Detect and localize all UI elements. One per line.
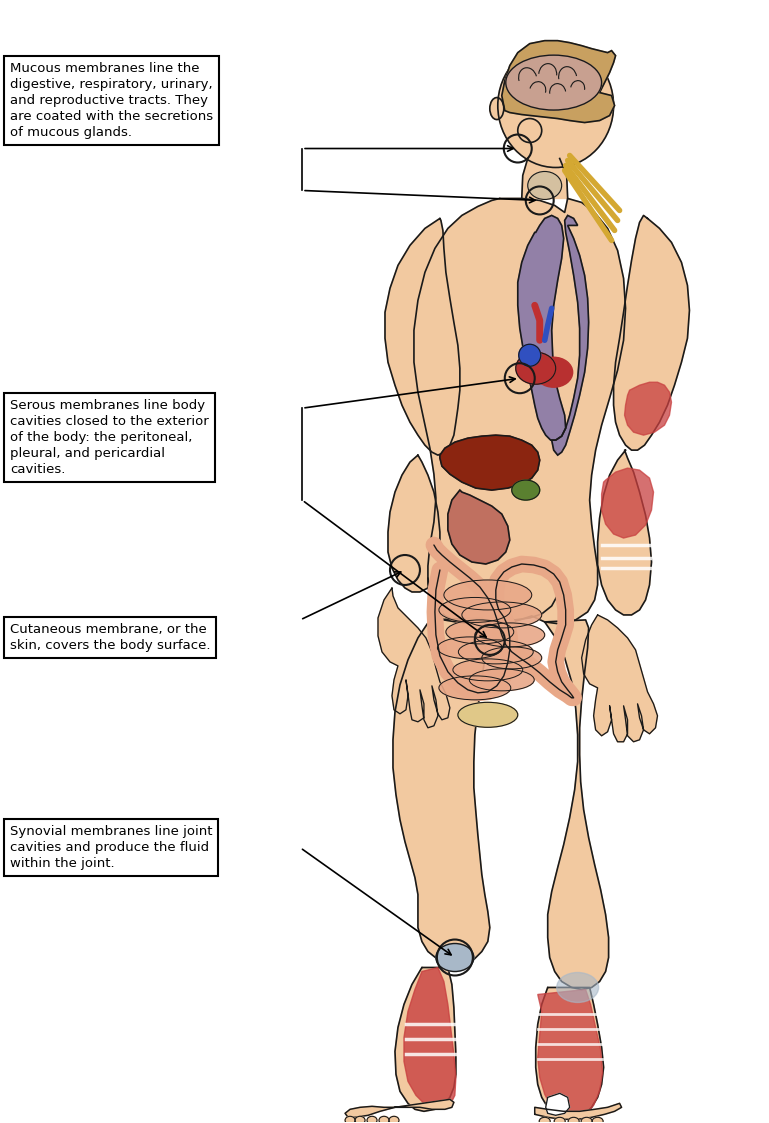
Polygon shape [538, 989, 603, 1117]
Polygon shape [440, 435, 540, 490]
Ellipse shape [444, 579, 531, 610]
Ellipse shape [498, 44, 614, 167]
Ellipse shape [482, 647, 541, 669]
Ellipse shape [516, 353, 556, 384]
Ellipse shape [379, 1116, 389, 1123]
Text: Mucous membranes line the
digestive, respiratory, urinary,
and reproductive trac: Mucous membranes line the digestive, res… [10, 63, 213, 139]
Ellipse shape [512, 481, 540, 500]
Ellipse shape [490, 98, 504, 119]
Ellipse shape [592, 1117, 603, 1123]
Ellipse shape [453, 659, 523, 681]
Polygon shape [414, 199, 625, 628]
Ellipse shape [554, 1117, 565, 1123]
Ellipse shape [519, 345, 541, 366]
Polygon shape [404, 968, 456, 1110]
Polygon shape [521, 158, 568, 199]
Ellipse shape [469, 669, 534, 691]
Polygon shape [385, 219, 460, 455]
Polygon shape [624, 382, 671, 435]
Polygon shape [388, 455, 440, 592]
Ellipse shape [345, 1116, 355, 1123]
Ellipse shape [458, 640, 533, 664]
Ellipse shape [528, 172, 561, 200]
Polygon shape [448, 490, 510, 564]
Polygon shape [378, 588, 450, 728]
Ellipse shape [462, 602, 541, 628]
Polygon shape [345, 1099, 454, 1117]
Ellipse shape [436, 943, 474, 971]
Text: Cutaneous membrane, or the
skin, covers the body surface.: Cutaneous membrane, or the skin, covers … [10, 623, 211, 652]
Ellipse shape [474, 623, 544, 647]
Ellipse shape [439, 676, 511, 700]
Ellipse shape [581, 1117, 592, 1123]
Polygon shape [614, 216, 690, 450]
Ellipse shape [506, 55, 601, 110]
Ellipse shape [438, 637, 502, 659]
Ellipse shape [367, 1116, 377, 1123]
Polygon shape [395, 968, 456, 1112]
Polygon shape [546, 1094, 570, 1115]
Ellipse shape [446, 620, 514, 643]
Polygon shape [551, 216, 588, 455]
Ellipse shape [568, 1117, 579, 1123]
Text: Serous membranes line body
cavities closed to the exterior
of the body: the peri: Serous membranes line body cavities clos… [10, 399, 208, 476]
Text: Synovial membranes line joint
cavities and produce the fluid
within the joint.: Synovial membranes line joint cavities a… [10, 825, 212, 870]
Polygon shape [598, 450, 651, 615]
Polygon shape [601, 468, 654, 538]
Ellipse shape [439, 597, 511, 622]
Ellipse shape [534, 357, 573, 387]
Ellipse shape [355, 1116, 365, 1123]
Ellipse shape [458, 702, 518, 728]
Polygon shape [502, 40, 615, 122]
Polygon shape [536, 987, 604, 1117]
Polygon shape [534, 1103, 621, 1120]
Polygon shape [544, 620, 608, 989]
Polygon shape [393, 618, 490, 965]
Ellipse shape [389, 1116, 399, 1123]
Polygon shape [518, 216, 566, 440]
Polygon shape [581, 615, 657, 742]
Ellipse shape [539, 1117, 550, 1123]
Ellipse shape [557, 973, 598, 1003]
